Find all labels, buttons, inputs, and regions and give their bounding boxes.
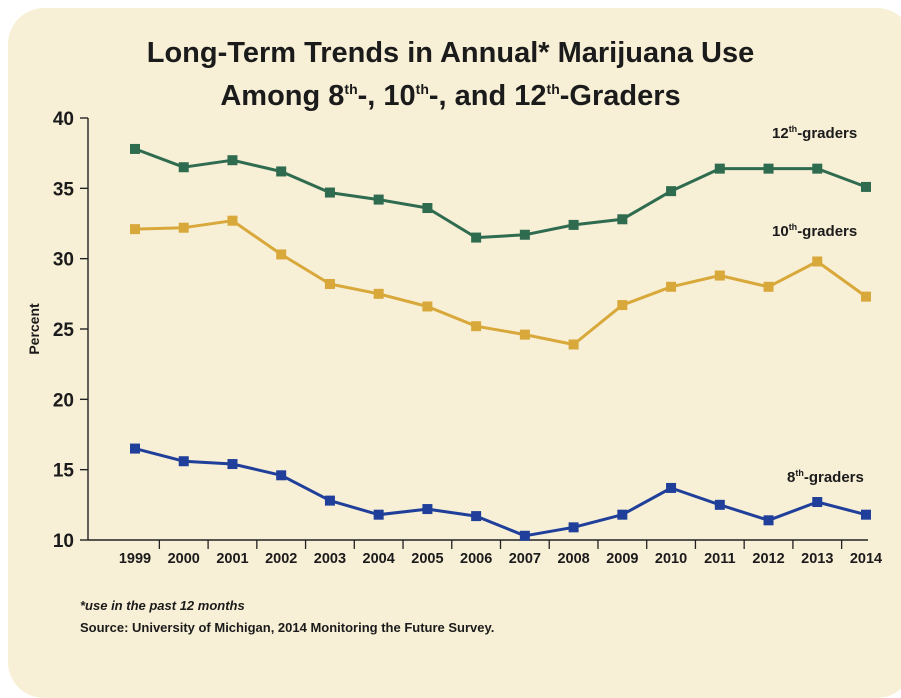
x-tick-label: 2010 <box>655 551 687 567</box>
x-tick-label: 2012 <box>752 551 784 567</box>
data-point <box>324 278 335 289</box>
data-point <box>568 339 579 350</box>
x-tick-label: 2009 <box>606 551 638 567</box>
data-point <box>763 163 774 174</box>
series-group <box>130 143 871 541</box>
x-tick-label: 2008 <box>557 551 589 567</box>
data-point <box>763 281 774 292</box>
y-axis-label: Percent <box>26 303 42 355</box>
data-point <box>178 162 189 173</box>
data-point <box>178 222 189 233</box>
data-point <box>373 194 384 205</box>
chart-panel <box>8 8 901 698</box>
y-tick-label: 35 <box>53 179 75 200</box>
x-tick-label: 2001 <box>216 551 248 567</box>
data-point <box>812 497 823 508</box>
x-tick-label: 2007 <box>509 551 541 567</box>
data-point <box>763 515 774 526</box>
y-tick-label: 25 <box>53 320 75 341</box>
data-point <box>666 281 677 292</box>
x-tick-label: 2000 <box>168 551 200 567</box>
data-point <box>617 214 628 225</box>
data-point <box>373 509 384 520</box>
data-point <box>130 143 140 154</box>
data-point <box>373 288 384 299</box>
y-tick-label: 30 <box>53 250 74 271</box>
data-point <box>617 509 628 520</box>
series-line-2 <box>134 447 867 538</box>
source-note: Source: University of Michigan, 2014 Mon… <box>80 620 495 635</box>
data-point <box>324 495 335 506</box>
data-point <box>422 301 433 312</box>
data-point <box>714 270 725 281</box>
series-label-0: 12th-graders <box>772 124 857 142</box>
data-point <box>178 456 189 467</box>
data-point <box>519 329 530 340</box>
data-point <box>519 530 530 541</box>
data-point <box>666 186 677 197</box>
x-tick-label: 2004 <box>363 551 395 567</box>
data-point <box>714 163 725 174</box>
x-tick-label: 2003 <box>314 551 346 567</box>
data-point <box>471 321 482 332</box>
x-tick-label: 2013 <box>801 551 833 567</box>
data-point <box>422 203 433 214</box>
x-tick-label: 2005 <box>411 551 443 567</box>
y-tick-label: 10 <box>53 531 74 552</box>
axes: 10 15 20 25 30 35 40 1999 2000 2001 2002 2003 2004 20… <box>26 109 882 567</box>
data-point <box>471 511 482 522</box>
y-tick-label: 20 <box>53 390 74 411</box>
data-point <box>714 499 725 510</box>
y-tick-label: 40 <box>53 109 74 130</box>
series-label-2: 8th-graders <box>787 468 864 486</box>
chart-title-line2: Among 8th-, 10th-, and 12th-Graders <box>220 80 681 112</box>
data-point <box>130 224 140 235</box>
data-point <box>617 300 628 311</box>
series-labels: 12th-graders 10th-graders 8th-graders <box>772 124 864 486</box>
data-point <box>666 482 677 493</box>
data-point <box>812 256 823 267</box>
series-label-1: 10th-graders <box>772 222 857 240</box>
data-point <box>324 187 335 198</box>
data-point <box>519 229 530 240</box>
line-chart: 10 15 20 25 30 35 40 1999 2000 2001 2002 2003 2004 20… <box>26 109 882 567</box>
x-tick-label: 2011 <box>704 551 735 567</box>
data-point <box>276 470 287 481</box>
data-point <box>861 181 871 192</box>
data-point <box>227 155 238 166</box>
data-point <box>471 232 482 243</box>
x-tick-label: 2002 <box>265 551 297 567</box>
series-line-1 <box>134 219 867 346</box>
data-point <box>568 219 579 230</box>
data-point <box>276 249 287 260</box>
data-point <box>227 215 238 226</box>
data-point <box>861 509 871 520</box>
y-tick-label: 15 <box>53 461 75 482</box>
data-point <box>861 291 871 302</box>
x-tick-label: 2014 <box>850 551 882 567</box>
data-point <box>812 163 823 174</box>
data-point <box>130 443 140 454</box>
series-line-0 <box>134 147 867 240</box>
footnote: *use in the past 12 months <box>80 598 245 613</box>
data-point <box>276 166 287 177</box>
x-tick-label: 1999 <box>119 551 151 567</box>
chart-title-line1: Long-Term Trends in Annual* Marijuana Us… <box>146 37 755 69</box>
x-tick-label: 2006 <box>460 551 492 567</box>
data-point <box>227 459 238 470</box>
data-point <box>568 522 579 533</box>
data-point <box>422 504 433 515</box>
